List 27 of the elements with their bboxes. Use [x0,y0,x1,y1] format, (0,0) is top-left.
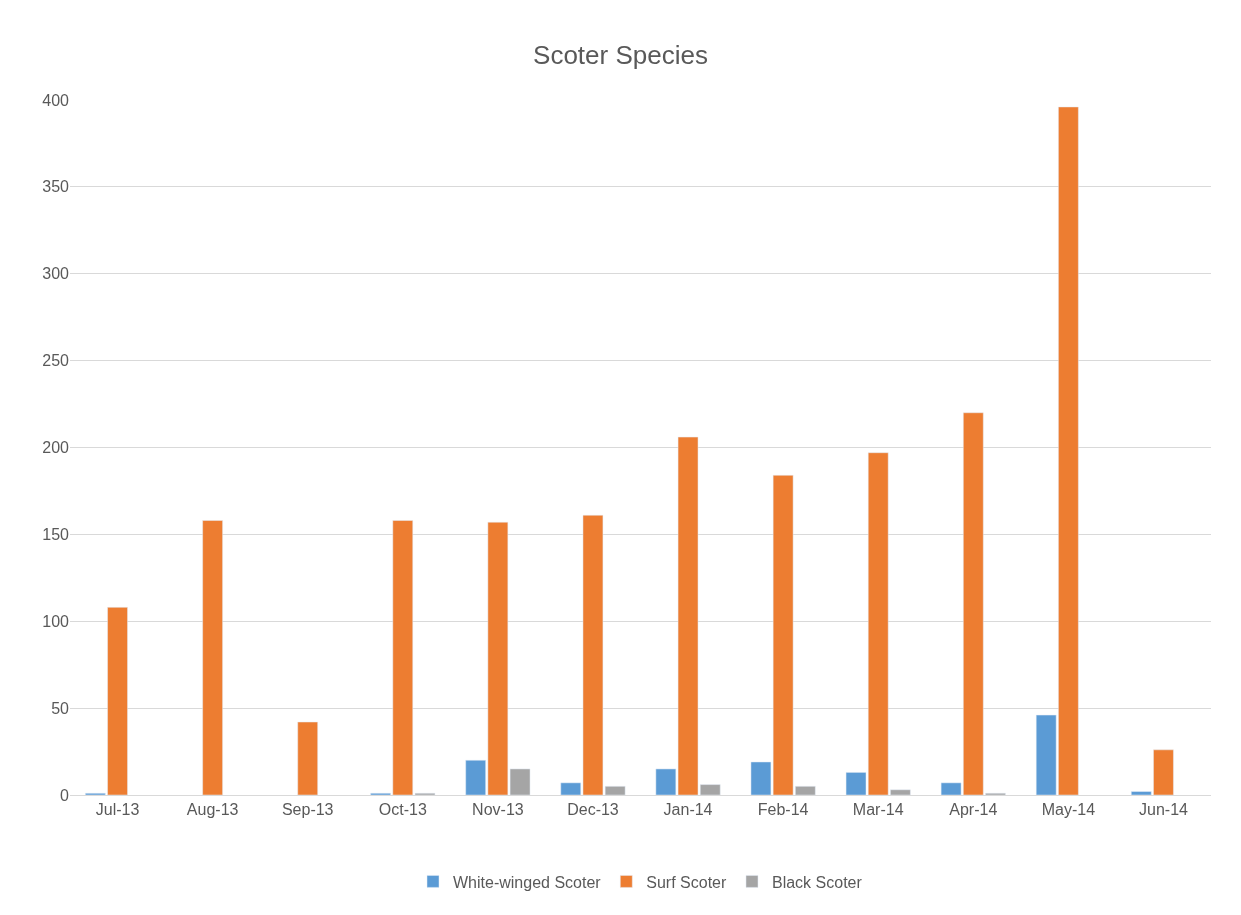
legend-label: Black Scoter [771,873,863,891]
x-tick-label: Mar-14 [852,801,904,819]
legend-label: Surf Scoter [646,873,727,891]
bar [202,520,223,795]
x-tick-label: Oct-13 [378,801,427,819]
x-tick-label: Nov-13 [472,801,524,819]
y-tick-label: 400 [42,91,70,109]
x-tick-label: Jun-14 [1139,801,1189,819]
y-tick-label: 250 [42,352,70,370]
x-tick-label: Jul-13 [95,801,140,819]
bar [297,721,318,795]
y-tick-label: 350 [42,178,70,196]
y-tick-label: 300 [42,265,70,283]
x-tick-label: Aug-13 [186,801,239,819]
y-tick-label: 150 [42,525,70,543]
chart-title: Scoter Species [533,39,708,70]
x-tick-label: May-14 [1041,801,1096,819]
y-tick-label: 50 [51,699,70,717]
y-tick-label: 200 [42,439,70,457]
y-tick-label: 0 [60,786,70,804]
legend-label: White-winged Scoter [453,873,602,891]
x-tick-label: Feb-14 [757,801,809,819]
y-tick-label: 100 [42,612,70,630]
x-tick-label: Apr-14 [949,801,998,819]
x-tick-label: Sep-13 [281,801,334,819]
x-tick-label: Jan-14 [663,801,713,819]
x-tick-label: Dec-13 [567,801,619,819]
